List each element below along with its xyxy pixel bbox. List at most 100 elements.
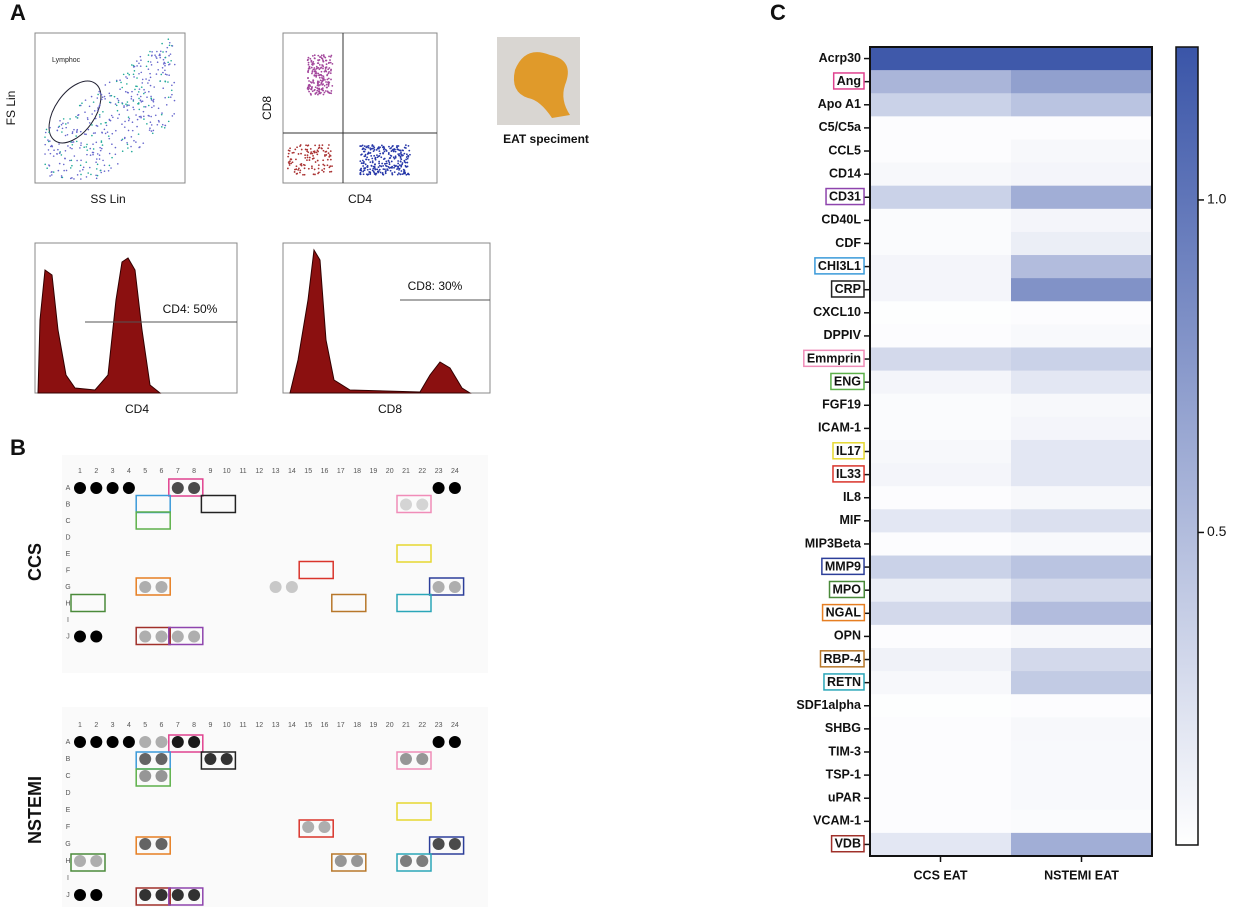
event-dot [322, 60, 325, 63]
event-dot [308, 67, 311, 70]
event-dot [167, 96, 170, 99]
heatmap-cell [870, 647, 1012, 672]
blot-spot [448, 482, 461, 494]
blot-spot [122, 736, 135, 748]
gate-label: Lymphoc [52, 57, 81, 64]
event-dot [133, 108, 135, 111]
event-dot [319, 83, 321, 86]
event-dot [97, 93, 99, 96]
event-dot [325, 83, 328, 86]
event-dot [307, 77, 309, 79]
highlight-box [298, 560, 334, 580]
event-dot [76, 159, 78, 162]
event-dot [120, 81, 122, 84]
event-dot [65, 123, 67, 125]
event-dot [169, 63, 171, 65]
heatmap-cell [870, 278, 1012, 302]
blot-row-label: H [65, 600, 70, 607]
event-dot [49, 145, 52, 148]
event-dot [164, 64, 166, 67]
highlight-box [298, 819, 334, 838]
event-dot [153, 86, 155, 88]
event-dot [385, 150, 388, 152]
event-dot [150, 95, 152, 98]
blot-spot [432, 838, 445, 850]
event-dot [106, 131, 109, 133]
event-dot [299, 144, 302, 146]
event-dot [108, 152, 111, 155]
x-tick-label: NSTEMI EAT [1044, 868, 1119, 882]
event-dot [304, 148, 307, 151]
heatmap-cell [870, 347, 1012, 372]
blot-row-label: F [66, 567, 70, 574]
event-dot [98, 114, 101, 116]
event-dot [384, 168, 386, 171]
event-dot [67, 145, 69, 147]
label-box [832, 72, 865, 90]
event-dot [378, 150, 381, 153]
event-dot [159, 56, 162, 59]
event-dot [126, 105, 128, 107]
event-dot [405, 158, 408, 161]
event-dot [64, 134, 67, 137]
event-dot [299, 169, 302, 172]
event-dot [126, 109, 129, 111]
blot-spot [74, 736, 86, 748]
event-dot [407, 144, 410, 147]
blot-row-label: C [65, 773, 70, 780]
event-dot [109, 95, 111, 97]
event-dot [162, 58, 165, 61]
event-dot [104, 121, 107, 124]
event-dot [318, 92, 321, 95]
event-dot [71, 141, 73, 143]
event-dot [62, 118, 65, 120]
event-dot [149, 76, 152, 79]
event-dot [377, 171, 380, 174]
heatmap-cell [870, 809, 1012, 834]
event-dot [324, 78, 326, 81]
blot-spot [139, 838, 152, 850]
event-dot [99, 149, 102, 152]
highlight-box [396, 751, 432, 770]
event-dot [319, 79, 322, 82]
blot-column-label: 24 [451, 722, 459, 729]
event-dot [401, 173, 404, 176]
y-tick-label: CD31 [829, 190, 861, 204]
event-dot [313, 82, 315, 84]
event-dot [127, 116, 130, 119]
event-dot [76, 117, 79, 119]
event-dot [325, 63, 328, 66]
event-dot [127, 119, 130, 122]
event-dot [149, 121, 152, 124]
event-dot [152, 129, 155, 132]
event-dot [315, 75, 318, 78]
event-dot [101, 144, 104, 146]
event-dot [378, 168, 381, 171]
event-dot [387, 166, 390, 168]
blot-spot [106, 736, 119, 748]
event-dot [389, 169, 392, 172]
heatmap-cell [1011, 532, 1153, 557]
event-dot [404, 171, 406, 174]
label-box [819, 650, 865, 668]
event-dot [312, 79, 315, 82]
event-dot [161, 112, 163, 114]
event-dot [168, 41, 171, 44]
event-dot [295, 165, 298, 168]
event-dot [390, 155, 393, 157]
event-dot [399, 173, 402, 176]
event-dot [376, 147, 379, 150]
event-dot [313, 150, 316, 153]
blot-spot [188, 482, 201, 494]
event-dot [361, 159, 364, 162]
blot-spot [448, 581, 461, 593]
event-dot [133, 139, 135, 142]
event-dot [90, 95, 93, 98]
event-dot [108, 92, 111, 95]
event-dot [379, 152, 382, 155]
event-dot [69, 118, 71, 120]
blot-row-label: J [66, 633, 70, 640]
event-dot [311, 64, 314, 66]
event-dot [363, 155, 366, 158]
event-dot [326, 78, 329, 81]
